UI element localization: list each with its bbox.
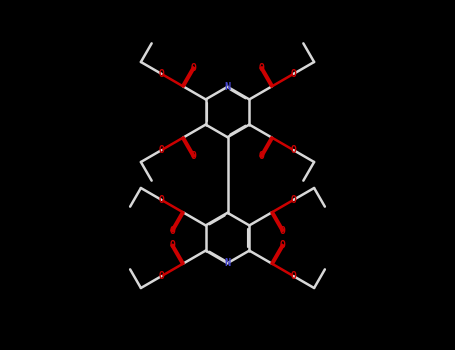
Text: O: O	[169, 240, 175, 250]
Text: O: O	[191, 151, 197, 161]
Text: O: O	[158, 271, 164, 281]
Text: O: O	[291, 145, 297, 155]
Text: O: O	[191, 63, 197, 73]
Text: O: O	[158, 195, 164, 205]
Text: O: O	[291, 271, 297, 281]
Text: O: O	[258, 63, 264, 73]
Text: O: O	[291, 195, 297, 205]
Text: N: N	[224, 82, 231, 92]
Text: O: O	[169, 226, 175, 236]
Text: N: N	[224, 258, 231, 268]
Text: O: O	[280, 226, 286, 236]
Text: O: O	[280, 240, 286, 250]
Text: O: O	[158, 69, 164, 79]
Text: O: O	[258, 151, 264, 161]
Text: O: O	[158, 145, 164, 155]
Text: O: O	[291, 69, 297, 79]
